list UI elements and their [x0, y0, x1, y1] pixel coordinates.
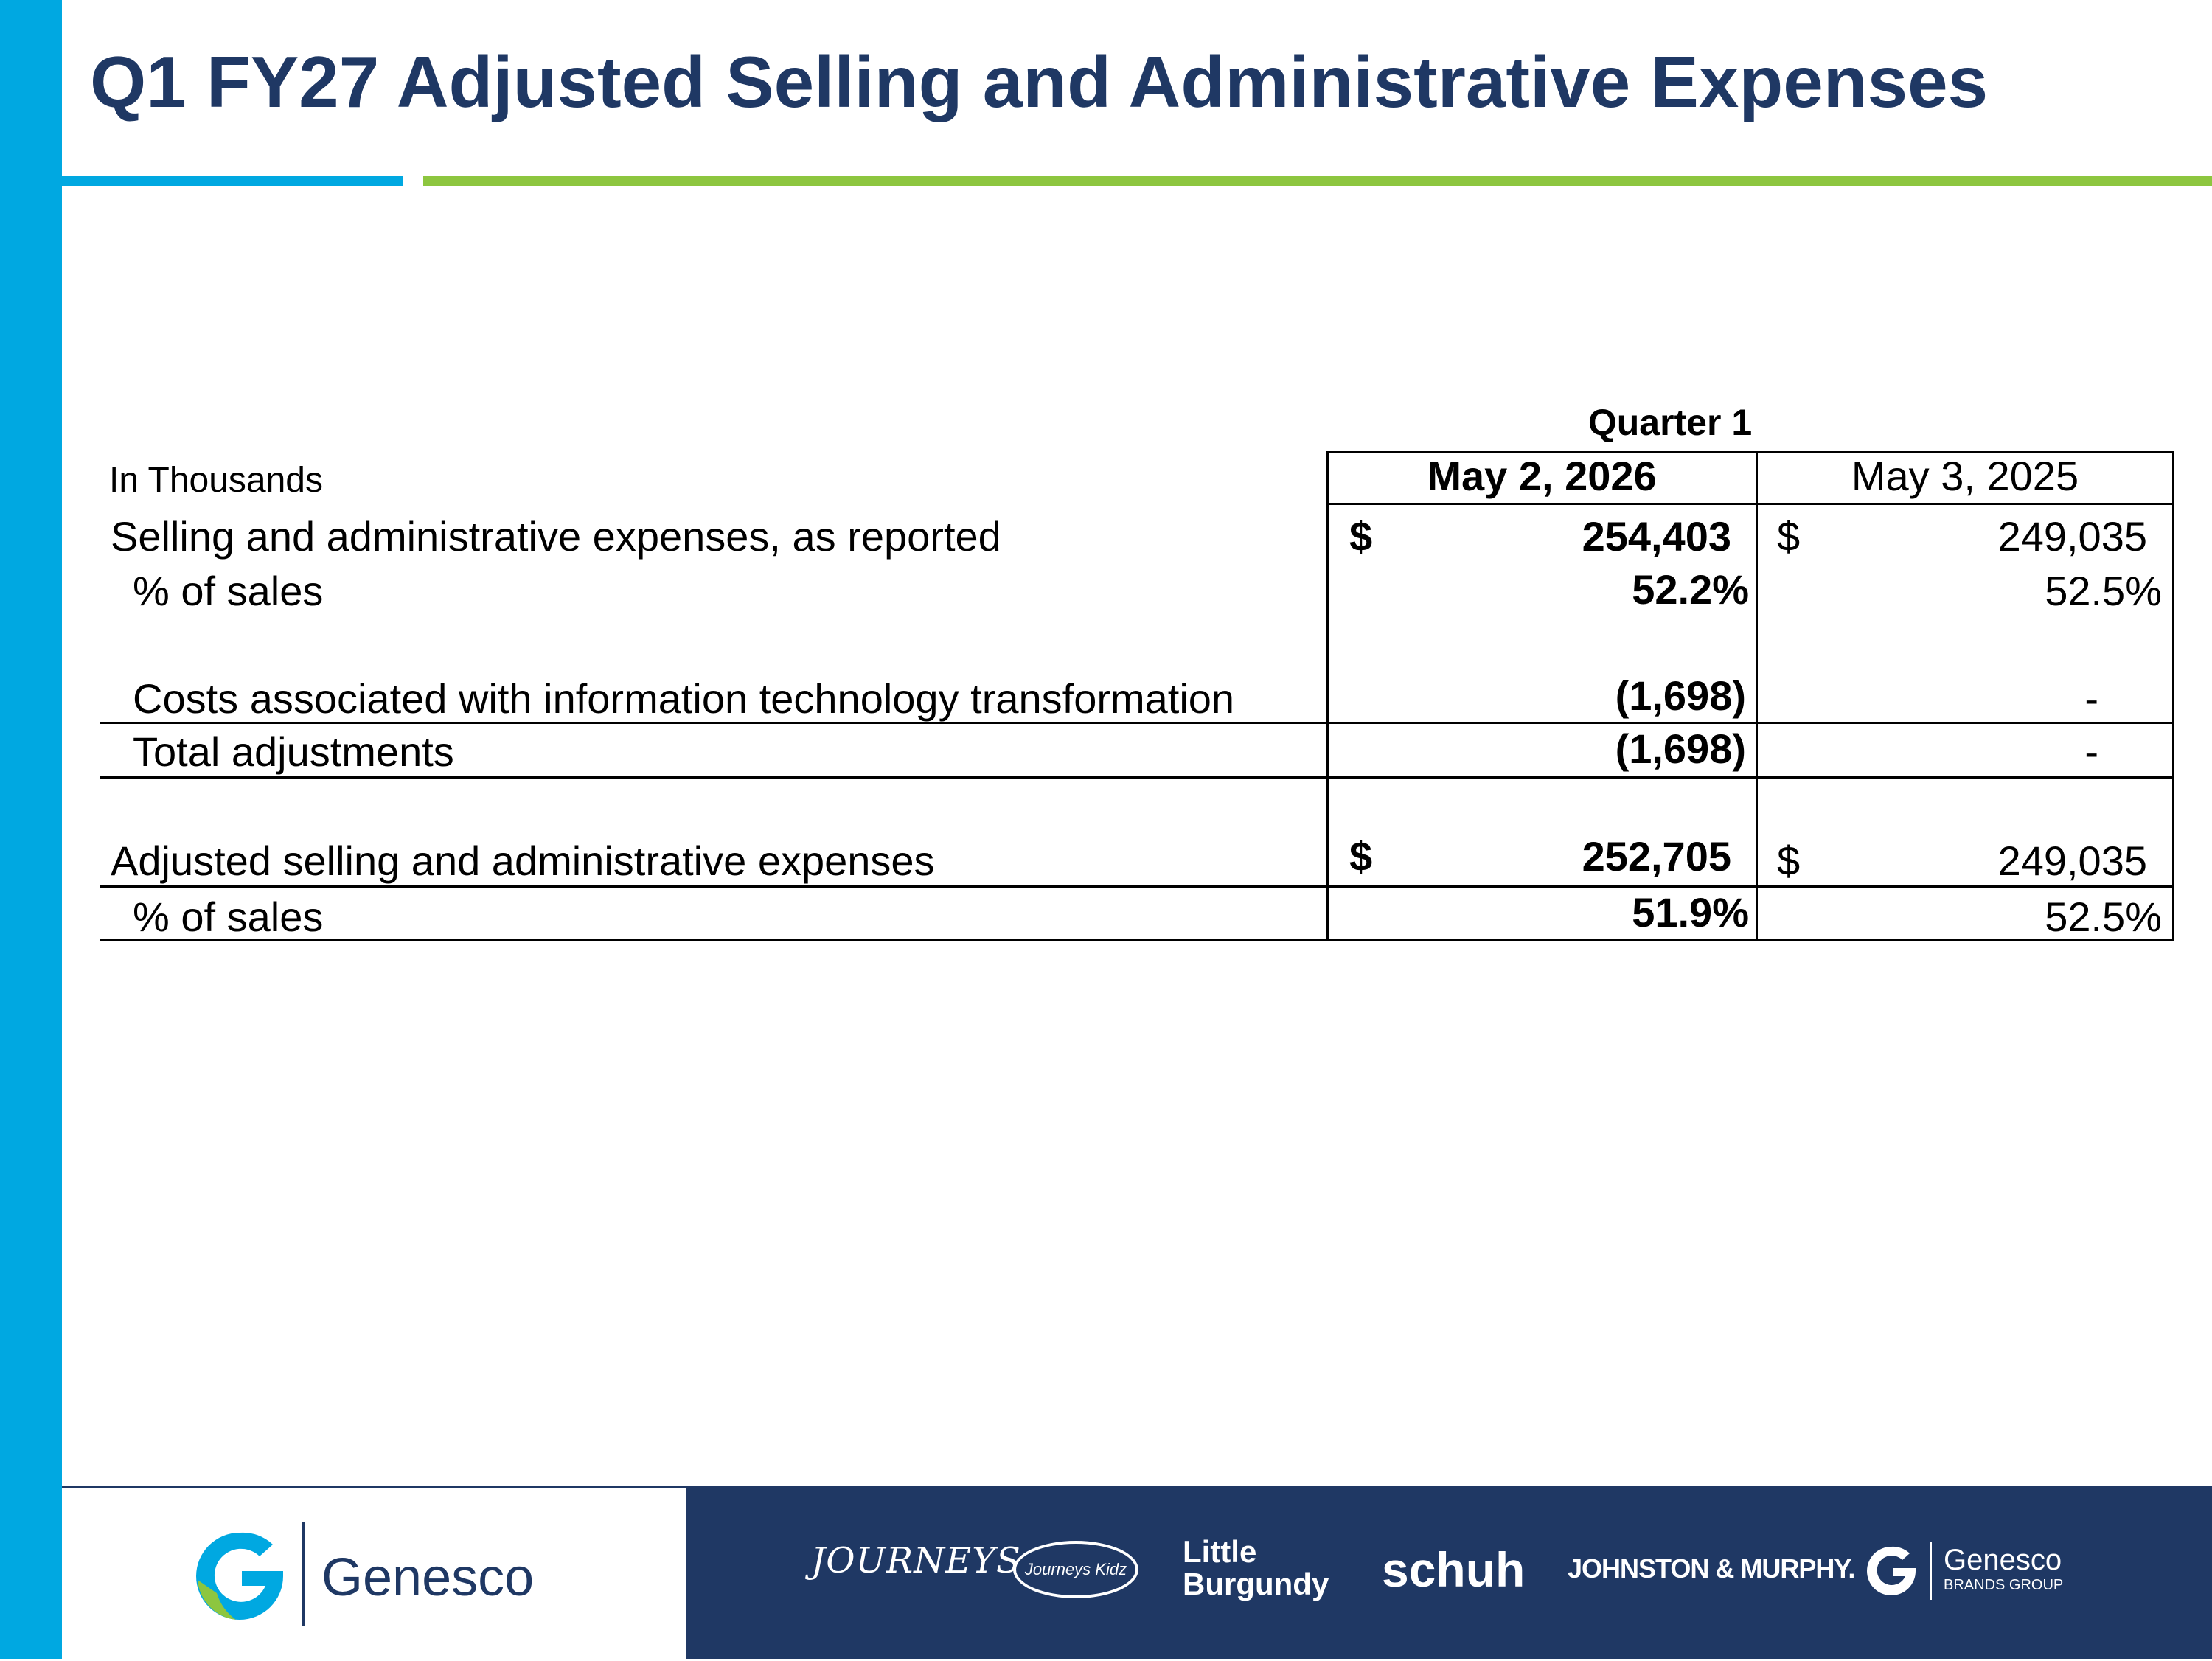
row-label: % of sales: [133, 894, 324, 940]
value-prior: 52.5%: [2045, 568, 2162, 614]
value-prior: 249,035: [1997, 838, 2147, 884]
page-title: Q1 FY27 Adjusted Selling and Administrat…: [90, 41, 1989, 122]
table-rule: [1756, 451, 1758, 941]
value-current: (1,698): [1615, 672, 1746, 719]
table-rule: [100, 939, 2174, 941]
value-current: 252,705: [1582, 833, 1731, 880]
brand-schuh: schuh: [1382, 1542, 1526, 1597]
table-rule: [100, 885, 2174, 888]
units-label: In Thousands: [109, 461, 323, 500]
currency-symbol: $: [1777, 838, 1801, 884]
row-label: Costs associated with information techno…: [133, 675, 1235, 722]
row-label: Adjusted selling and administrative expe…: [111, 838, 935, 884]
company-logo-text: Genesco: [321, 1548, 535, 1607]
value-current: 51.9%: [1632, 889, 1749, 936]
row-label: % of sales: [133, 568, 324, 614]
table-rule: [1327, 451, 2174, 453]
title-underline-green: [423, 176, 2212, 186]
brand-johnston-murphy: JOHNSTON & MURPHY.: [1568, 1553, 1855, 1584]
footer: Genesco: [62, 1486, 2212, 1661]
value-current: (1,698): [1615, 725, 1746, 772]
brand-little-burgundy-line1: Little: [1183, 1534, 1257, 1569]
brand-journeys: JOURNEYS: [811, 1540, 1021, 1581]
brand-genesco-brands-group-subtitle: BRANDS GROUP: [1944, 1577, 2064, 1593]
currency-symbol: $: [1777, 513, 1801, 560]
title-underline-blue: [62, 176, 403, 186]
brand-strip: [686, 1486, 2212, 1659]
left-accent-bar: [0, 0, 62, 1659]
table-rule: [1327, 503, 2174, 505]
currency-symbol: $: [1349, 833, 1373, 880]
table-rule: [100, 722, 2174, 724]
value-prior: 249,035: [1997, 513, 2147, 560]
brand-journeys-kidz: Journeys Kidz: [1013, 1541, 1138, 1598]
value-prior: -: [2084, 675, 2098, 722]
table-rule: [100, 776, 2174, 779]
table-rule: [1326, 451, 1329, 941]
footer-logo-area: Genesco: [62, 1486, 686, 1661]
value-prior: -: [2084, 728, 2098, 775]
brand-little-burgundy: Little Burgundy: [1183, 1534, 1329, 1602]
value-current: 52.2%: [1632, 566, 1749, 613]
brand-little-burgundy-line2: Burgundy: [1183, 1567, 1329, 1602]
row-label: Total adjustments: [133, 728, 454, 775]
genesco-brands-group-icon: [1867, 1546, 1916, 1595]
row-label: Selling and administrative expenses, as …: [111, 513, 1001, 560]
table-rule: [2172, 451, 2174, 941]
brand-genesco-brands-group-name: Genesco: [1944, 1544, 2062, 1576]
table-group-header: Quarter 1: [1587, 402, 1753, 443]
genesco-logo-icon: [196, 1532, 283, 1620]
currency-symbol: $: [1349, 513, 1373, 560]
column-header-current: May 2, 2026: [1427, 453, 1657, 499]
value-current: 254,403: [1582, 513, 1731, 560]
brands-group-divider: [1930, 1542, 1932, 1600]
value-prior: 52.5%: [2045, 894, 2162, 940]
column-header-prior: May 3, 2025: [1851, 453, 2079, 499]
logo-divider: [302, 1522, 305, 1626]
